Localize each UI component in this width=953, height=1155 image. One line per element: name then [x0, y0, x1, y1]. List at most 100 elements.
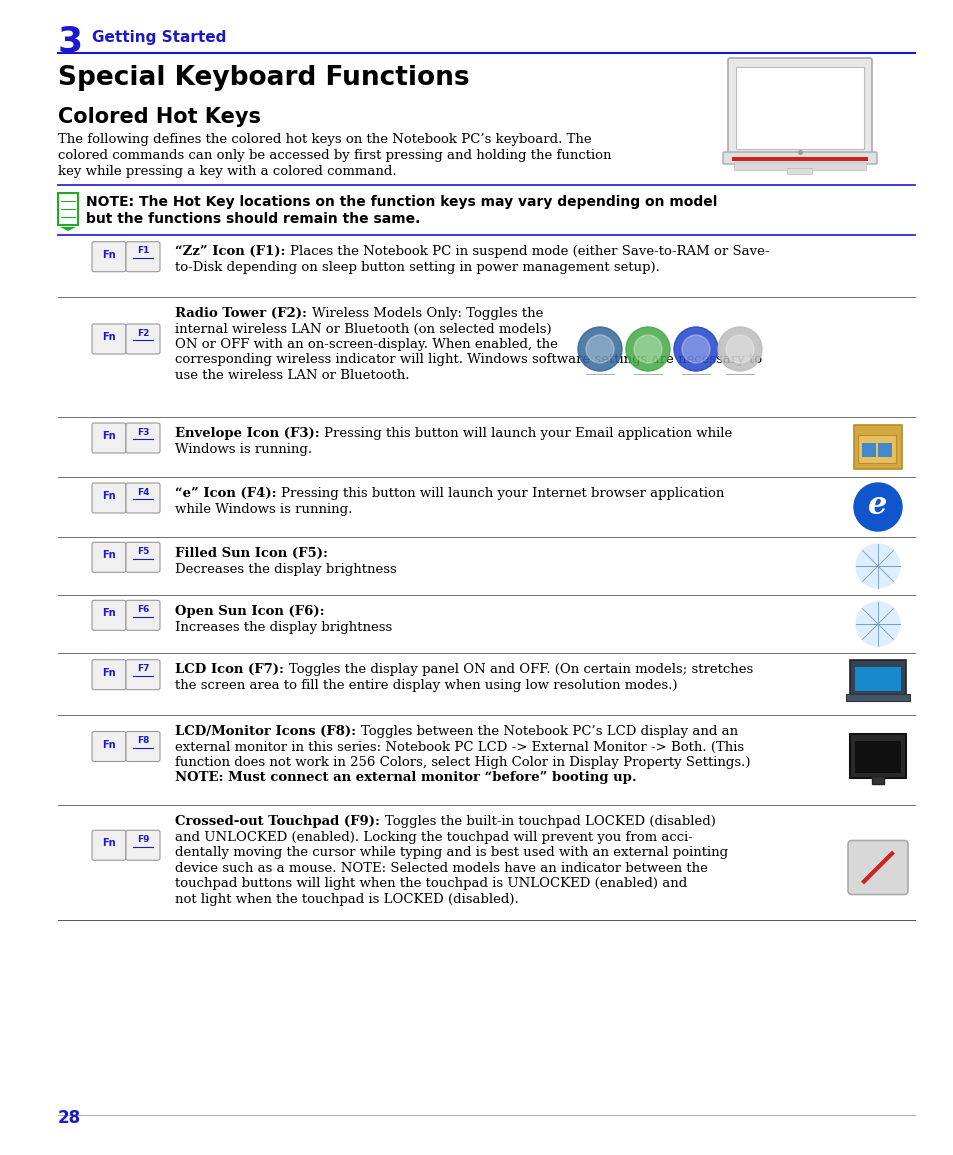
Text: Decreases the display brightness: Decreases the display brightness [174, 562, 396, 575]
FancyBboxPatch shape [847, 841, 907, 894]
FancyBboxPatch shape [91, 660, 126, 690]
Text: F8: F8 [136, 736, 149, 745]
FancyBboxPatch shape [126, 483, 160, 513]
Text: Fn: Fn [102, 431, 115, 441]
Text: “e” Icon (F4):: “e” Icon (F4): [174, 487, 281, 500]
Circle shape [855, 602, 899, 646]
FancyBboxPatch shape [91, 601, 126, 631]
Text: colored commands can only be accessed by first pressing and holding the function: colored commands can only be accessed by… [58, 149, 611, 162]
Text: Windows is running.: Windows is running. [174, 442, 312, 455]
Text: LCD/Monitor Icons (F8):: LCD/Monitor Icons (F8): [174, 725, 360, 738]
Text: external monitor in this series: Notebook PC LCD -> External Monitor -> Both. (T: external monitor in this series: Noteboo… [174, 740, 743, 753]
Text: Colored Hot Keys: Colored Hot Keys [58, 107, 261, 127]
Circle shape [625, 327, 669, 371]
Bar [735, 67, 863, 149]
Text: The following defines the colored hot keys on the Notebook PC’s keyboard. The: The following defines the colored hot ke… [58, 133, 591, 146]
FancyBboxPatch shape [91, 423, 126, 453]
FancyBboxPatch shape [126, 241, 160, 271]
Circle shape [718, 327, 761, 371]
Bar [857, 435, 895, 463]
Text: LCD Icon (F7):: LCD Icon (F7): [174, 663, 289, 676]
Text: Fn: Fn [102, 739, 115, 750]
Text: Toggles the built-in touchpad LOCKED (disabled): Toggles the built-in touchpad LOCKED (di… [384, 815, 715, 828]
Text: F6: F6 [136, 605, 149, 614]
Bar [58, 193, 78, 225]
FancyBboxPatch shape [727, 58, 871, 157]
Bar [877, 444, 891, 457]
Text: use the wireless LAN or Bluetooth.: use the wireless LAN or Bluetooth. [174, 368, 409, 382]
Bar [849, 733, 905, 778]
Circle shape [681, 335, 709, 363]
FancyBboxPatch shape [722, 152, 876, 164]
Text: Getting Started: Getting Started [91, 30, 226, 45]
Bar [862, 444, 875, 457]
Text: Toggles between the Notebook PC’s LCD display and an: Toggles between the Notebook PC’s LCD di… [360, 725, 737, 738]
Bar [845, 694, 909, 701]
FancyBboxPatch shape [91, 543, 126, 572]
Circle shape [578, 327, 621, 371]
Text: Fn: Fn [102, 668, 115, 678]
Text: Open Sun Icon (F6):: Open Sun Icon (F6): [174, 605, 324, 618]
Text: F3: F3 [136, 427, 149, 437]
Text: Envelope Icon (F3):: Envelope Icon (F3): [174, 427, 324, 440]
Text: Pressing this button will launch your Email application while: Pressing this button will launch your Em… [324, 427, 732, 440]
Text: Increases the display brightness: Increases the display brightness [174, 620, 392, 633]
Text: touchpad buttons will light when the touchpad is UNLOCKED (enabled) and: touchpad buttons will light when the tou… [174, 877, 686, 891]
FancyBboxPatch shape [91, 241, 126, 271]
Text: Radio Tower (F2):: Radio Tower (F2): [174, 307, 312, 320]
Text: and UNLOCKED (enabled). Locking the touchpad will prevent you from acci-: and UNLOCKED (enabled). Locking the touc… [174, 830, 692, 843]
Bar [871, 776, 883, 784]
Text: “Zz” Icon (F1):: “Zz” Icon (F1): [174, 245, 290, 258]
Text: ON or OFF with an on-screen-display. When enabled, the: ON or OFF with an on-screen-display. Whe… [174, 338, 558, 351]
Text: Filled Sun Icon (F5):: Filled Sun Icon (F5): [174, 547, 328, 560]
Text: while Windows is running.: while Windows is running. [174, 502, 352, 515]
Circle shape [853, 483, 901, 531]
Text: NOTE: The Hot Key locations on the function keys may vary depending on model: NOTE: The Hot Key locations on the funct… [86, 195, 717, 209]
FancyBboxPatch shape [91, 483, 126, 513]
Text: Fn: Fn [102, 249, 115, 260]
Text: F2: F2 [136, 329, 149, 337]
FancyBboxPatch shape [91, 731, 126, 761]
Text: corresponding wireless indicator will light. Windows software settings are neces: corresponding wireless indicator will li… [174, 353, 761, 366]
Bar [853, 425, 901, 469]
Polygon shape [60, 228, 76, 231]
Text: Fn: Fn [102, 331, 115, 342]
Bar [854, 742, 900, 773]
Text: 28: 28 [58, 1109, 81, 1127]
FancyBboxPatch shape [91, 830, 126, 860]
Text: F9: F9 [136, 835, 149, 844]
Text: device such as a mouse. NOTE: Selected models have an indicator between the: device such as a mouse. NOTE: Selected m… [174, 862, 707, 874]
Text: the screen area to fill the entire display when using low resolution modes.): the screen area to fill the entire displ… [174, 678, 677, 692]
Text: F7: F7 [136, 664, 149, 673]
Circle shape [585, 335, 614, 363]
Text: Pressing this button will launch your Internet browser application: Pressing this button will launch your In… [281, 487, 724, 500]
Text: Special Keyboard Functions: Special Keyboard Functions [58, 65, 469, 91]
FancyBboxPatch shape [126, 423, 160, 453]
Text: Fn: Fn [102, 550, 115, 560]
Text: 3: 3 [58, 25, 83, 59]
Text: internal wireless LAN or Bluetooth (on selected models): internal wireless LAN or Bluetooth (on s… [174, 322, 551, 335]
Text: Fn: Fn [102, 491, 115, 501]
Text: NOTE: Must connect an external monitor “before” booting up.: NOTE: Must connect an external monitor “… [174, 772, 636, 784]
Circle shape [673, 327, 718, 371]
Text: F5: F5 [136, 547, 149, 556]
FancyBboxPatch shape [91, 325, 126, 353]
FancyBboxPatch shape [126, 830, 160, 860]
Bar [854, 666, 900, 691]
Circle shape [855, 544, 899, 588]
FancyBboxPatch shape [786, 169, 812, 174]
Text: but the functions should remain the same.: but the functions should remain the same… [86, 213, 420, 226]
FancyBboxPatch shape [126, 660, 160, 690]
Bar [733, 162, 865, 170]
Text: Places the Notebook PC in suspend mode (either Save-to-RAM or Save-: Places the Notebook PC in suspend mode (… [290, 245, 769, 258]
Text: not light when the touchpad is LOCKED (disabled).: not light when the touchpad is LOCKED (d… [174, 893, 518, 906]
Bar [731, 157, 867, 161]
Text: to-Disk depending on sleep button setting in power management setup).: to-Disk depending on sleep button settin… [174, 261, 659, 274]
Text: Fn: Fn [102, 839, 115, 848]
Text: function does not work in 256 Colors, select High Color in Display Property Sett: function does not work in 256 Colors, se… [174, 757, 750, 769]
Text: F4: F4 [136, 487, 149, 497]
Text: Toggles the display panel ON and OFF. (On certain models; stretches: Toggles the display panel ON and OFF. (O… [289, 663, 752, 676]
FancyBboxPatch shape [126, 325, 160, 353]
Text: key while pressing a key with a colored command.: key while pressing a key with a colored … [58, 165, 396, 178]
FancyBboxPatch shape [126, 601, 160, 631]
